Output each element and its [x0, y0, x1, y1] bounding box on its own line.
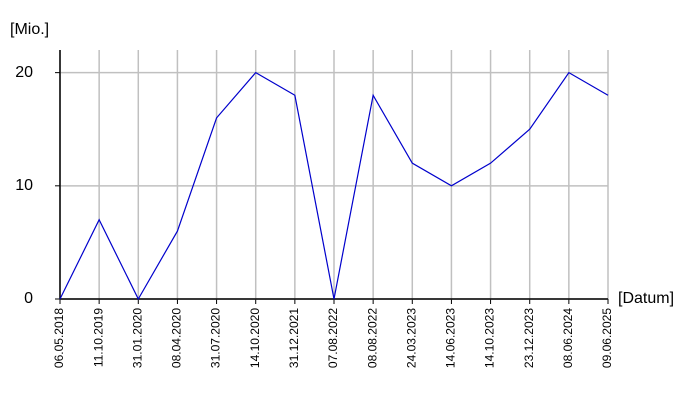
x-tick-label: 09.06.2025	[600, 308, 614, 368]
x-tick-label: 23.12.2023	[522, 308, 536, 368]
x-tick-label: 07.08.2022	[326, 308, 340, 368]
x-tick-label: 31.07.2020	[209, 308, 223, 368]
y-axis-label: [Mio.]	[10, 21, 49, 38]
x-tick-label: 11.10.2019	[91, 308, 105, 367]
x-tick-label: 14.06.2023	[444, 308, 458, 368]
x-tick-label: 14.10.2023	[483, 308, 497, 368]
x-tick-label: 31.01.2020	[130, 308, 144, 368]
x-tick-label: 31.12.2021	[287, 308, 301, 368]
x-tick-label: 08.08.2022	[365, 308, 379, 368]
line-series	[59, 71, 609, 301]
x-tick-label: 14.10.2020	[248, 308, 262, 368]
y-tick-label: 20	[15, 64, 33, 81]
y-tick-label: 10	[15, 177, 33, 194]
x-tick-label: 08.06.2024	[561, 308, 575, 368]
x-tick-label: 24.03.2023	[404, 308, 418, 368]
x-axis-label: [Datum]	[618, 290, 674, 307]
x-tick-label: 06.05.2018	[52, 308, 66, 368]
y-tick-label: 0	[24, 290, 33, 307]
x-tick-label: 08.04.2020	[170, 308, 184, 368]
